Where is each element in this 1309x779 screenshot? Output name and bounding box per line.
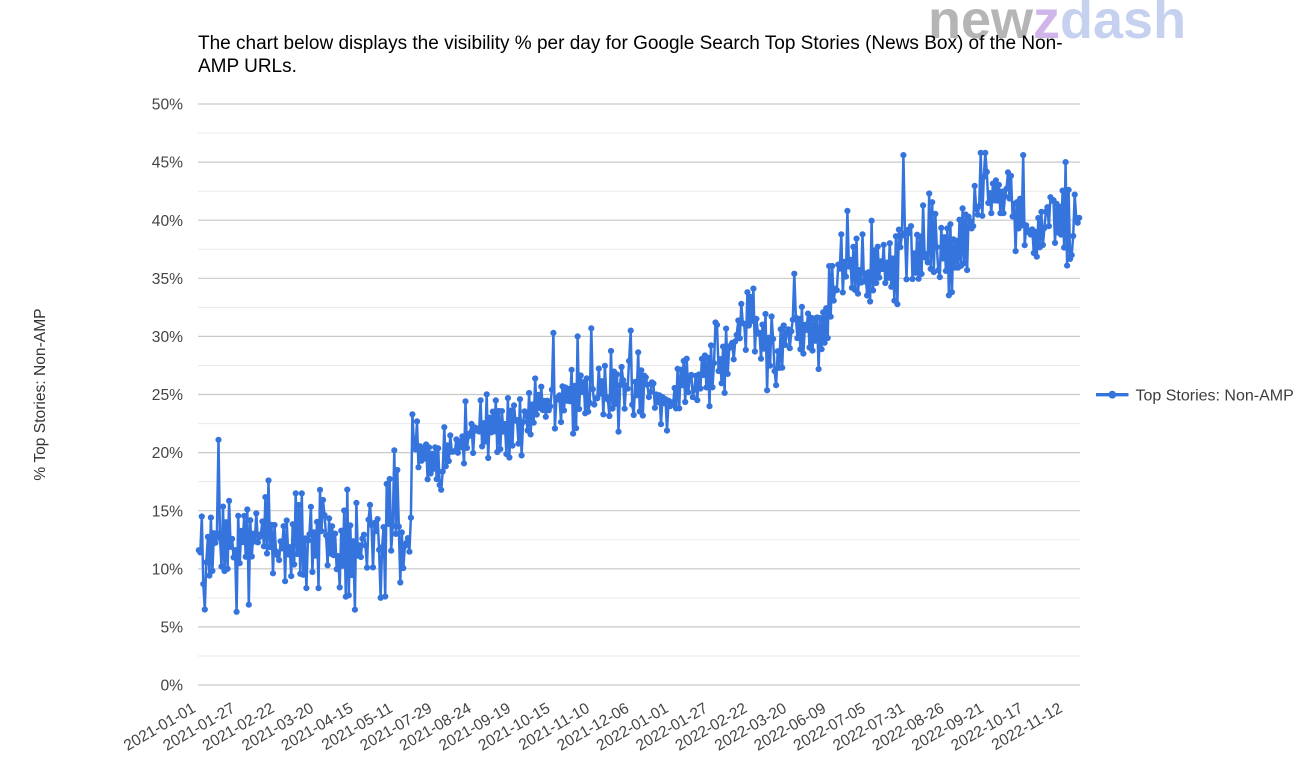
svg-text:% Top Stories: Non-AMP: % Top Stories: Non-AMP	[32, 308, 49, 480]
svg-text:30%: 30%	[152, 329, 183, 346]
svg-text:0%: 0%	[160, 678, 183, 695]
svg-text:10%: 10%	[152, 561, 183, 578]
svg-text:5%: 5%	[160, 620, 183, 637]
svg-text:35%: 35%	[152, 271, 183, 288]
svg-text:45%: 45%	[152, 155, 183, 172]
svg-text:40%: 40%	[152, 213, 183, 230]
svg-text:Top Stories: Non-AMP: Top Stories: Non-AMP	[1136, 387, 1294, 404]
svg-text:20%: 20%	[152, 445, 183, 462]
svg-text:25%: 25%	[152, 387, 183, 404]
svg-text:50%: 50%	[152, 97, 183, 114]
svg-text:15%: 15%	[152, 503, 183, 520]
